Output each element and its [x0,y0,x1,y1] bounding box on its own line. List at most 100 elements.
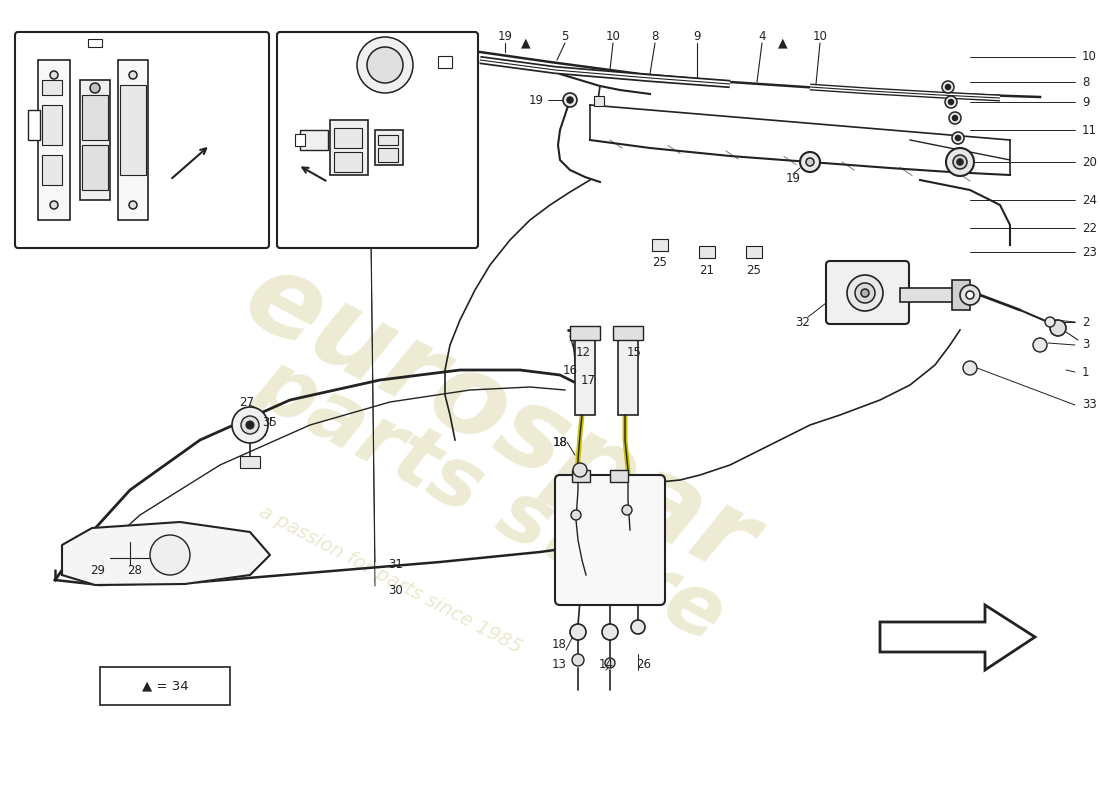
FancyBboxPatch shape [556,475,666,605]
Circle shape [50,201,58,209]
Bar [594,96,604,106]
Circle shape [946,148,974,176]
Circle shape [150,535,190,575]
Text: 11: 11 [1082,123,1097,137]
Bar [652,239,668,251]
Text: 10: 10 [1082,50,1097,63]
Text: 26: 26 [637,658,651,671]
Text: 29: 29 [90,563,106,577]
Text: 19: 19 [785,171,801,185]
Bar [82,145,108,190]
Text: 8: 8 [651,30,659,43]
Bar [572,470,590,482]
Text: a passion for parts since 1985: a passion for parts since 1985 [255,502,525,658]
Text: 27: 27 [240,395,254,409]
Bar [378,148,398,162]
Text: 18: 18 [552,435,568,449]
FancyBboxPatch shape [15,32,270,248]
Circle shape [949,112,961,124]
Bar [900,288,960,302]
Bar [80,80,110,200]
Text: ▲: ▲ [521,37,531,50]
Circle shape [960,285,980,305]
Bar [39,60,70,220]
Circle shape [1050,320,1066,336]
Circle shape [129,71,138,79]
Text: 25: 25 [652,257,668,270]
Text: 16: 16 [562,363,578,377]
Text: 10: 10 [813,30,827,43]
Text: 20: 20 [1082,155,1097,169]
Circle shape [90,83,100,93]
Circle shape [129,201,138,209]
Circle shape [847,275,883,311]
Text: 18: 18 [551,638,566,651]
Circle shape [358,37,412,93]
Circle shape [861,289,869,297]
Circle shape [945,96,957,108]
Bar [100,667,230,705]
Bar [28,110,40,140]
Bar [330,120,369,175]
Circle shape [631,620,645,634]
Circle shape [573,463,587,477]
Text: 21: 21 [700,263,715,277]
Bar [618,330,638,415]
Bar [438,56,452,68]
Circle shape [602,624,618,640]
Circle shape [962,361,977,375]
Circle shape [957,159,962,165]
Bar [375,130,403,165]
Circle shape [806,158,814,166]
Text: 35: 35 [263,415,277,429]
Text: 9: 9 [693,30,701,43]
Polygon shape [62,522,270,585]
Bar [120,85,146,175]
Bar [334,128,362,148]
Bar [42,80,62,95]
FancyBboxPatch shape [826,261,909,324]
Circle shape [855,283,875,303]
Text: 15: 15 [627,346,641,358]
Text: 19: 19 [528,94,543,106]
Circle shape [956,135,960,141]
Text: 12: 12 [575,346,591,358]
Text: 18: 18 [552,435,568,449]
Bar [613,326,644,340]
Text: 8: 8 [1082,75,1089,89]
Circle shape [50,71,58,79]
Bar [952,280,970,310]
Text: 5: 5 [561,30,569,43]
Bar [118,60,148,220]
Bar [240,456,260,468]
Circle shape [367,47,403,83]
Bar [746,246,762,258]
Text: 19: 19 [497,30,513,43]
Circle shape [1033,338,1047,352]
Circle shape [966,291,974,299]
Text: eurospar: eurospar [228,241,773,599]
Bar [610,470,628,482]
Bar [575,330,595,415]
Text: 1: 1 [1082,366,1089,378]
Text: 25: 25 [747,263,761,277]
Circle shape [605,658,615,668]
Text: 28: 28 [128,563,142,577]
Circle shape [953,115,957,121]
Circle shape [241,416,258,434]
Text: 31: 31 [388,558,403,571]
Text: 10: 10 [606,30,620,43]
Text: 4: 4 [758,30,766,43]
Text: 17: 17 [581,374,595,386]
Circle shape [948,99,954,105]
Bar [88,39,102,47]
Circle shape [800,152,820,172]
Circle shape [572,654,584,666]
Text: 32: 32 [795,315,811,329]
Text: 23: 23 [1082,246,1097,258]
Circle shape [571,510,581,520]
FancyBboxPatch shape [277,32,478,248]
Text: 2: 2 [1082,315,1089,329]
Circle shape [570,624,586,640]
Circle shape [946,85,950,90]
